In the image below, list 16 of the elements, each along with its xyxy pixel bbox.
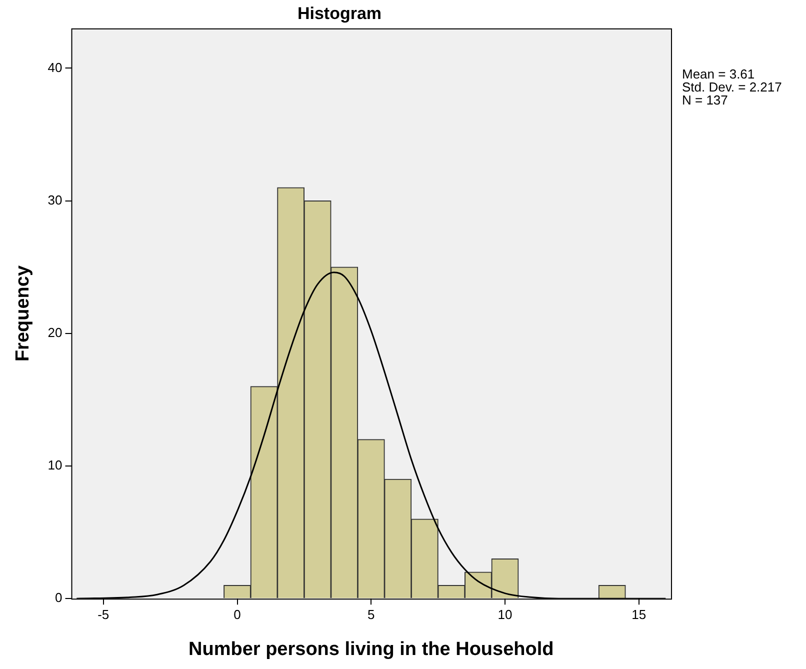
y-tick-label: 20 bbox=[48, 324, 62, 340]
x-tick-label: 15 bbox=[632, 606, 646, 622]
x-tick-label: 0 bbox=[234, 606, 241, 622]
text: Std. Dev. = 2.217 bbox=[682, 79, 782, 94]
x-tick-label: -5 bbox=[98, 606, 110, 622]
text: N = 137 bbox=[682, 92, 728, 108]
y-tick-label: 40 bbox=[48, 60, 62, 75]
x-axis-title: Number persons living in the Household bbox=[188, 638, 554, 660]
y-tick-label: 0 bbox=[55, 590, 62, 606]
text: Mean = 3.61 bbox=[682, 66, 755, 82]
chart-title: Histogram bbox=[297, 4, 382, 23]
y-tick-label: 30 bbox=[48, 192, 62, 208]
x-tick-label: 10 bbox=[498, 606, 512, 622]
y-axis-title: Frequency bbox=[12, 265, 34, 362]
y-tick-label: 10 bbox=[48, 458, 62, 473]
x-tick-label: 5 bbox=[368, 606, 375, 622]
